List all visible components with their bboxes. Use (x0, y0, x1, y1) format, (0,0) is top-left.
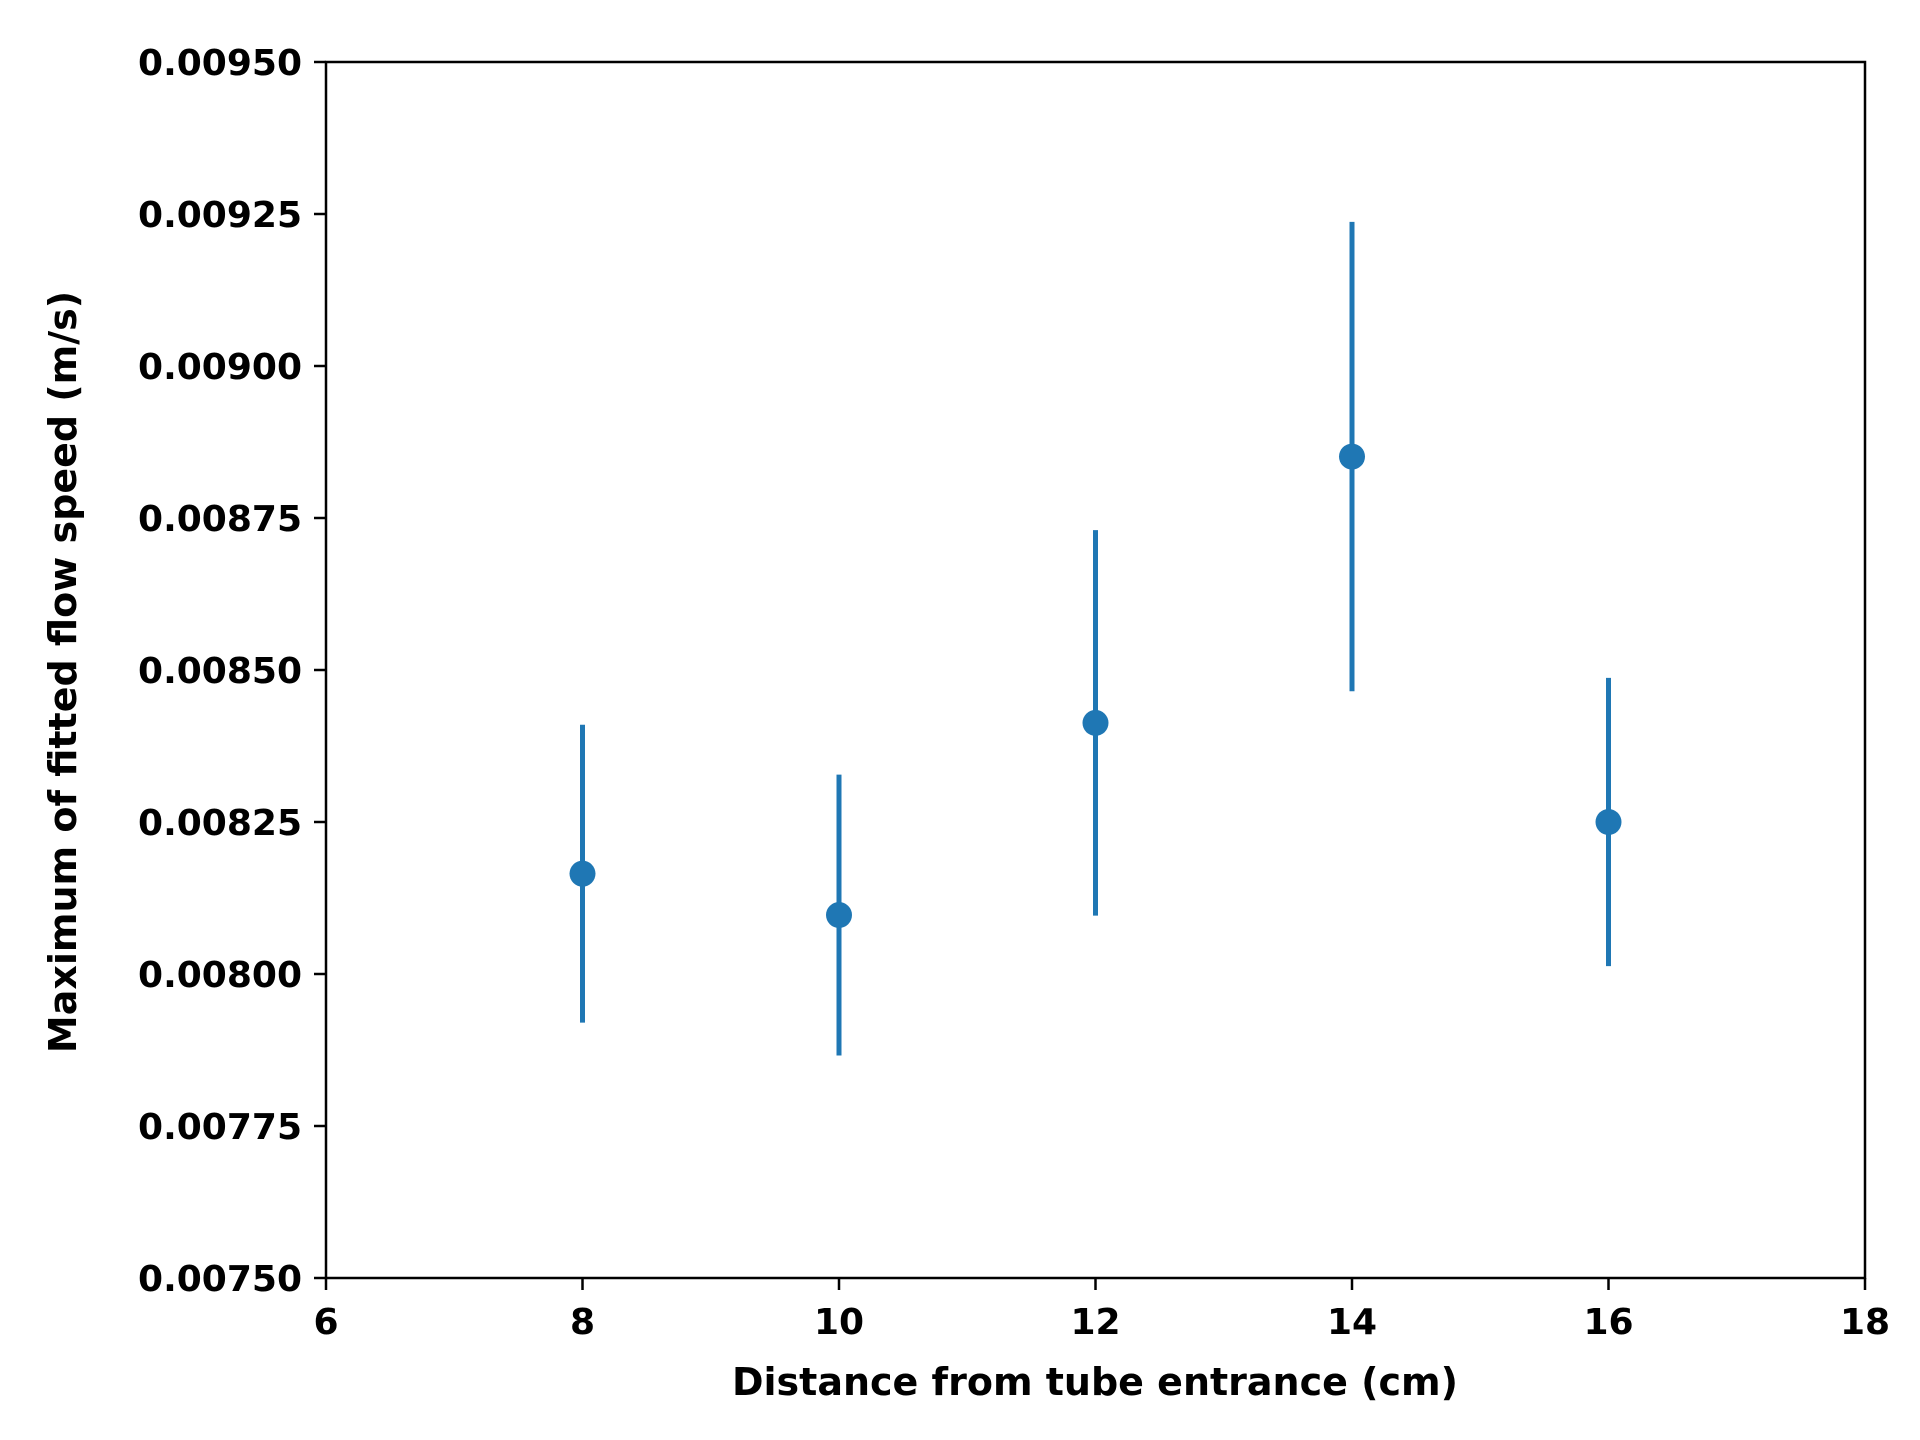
x-axis-label: Distance from tube entrance (cm) (732, 1360, 1458, 1404)
x-tick-label: 12 (1070, 1302, 1120, 1343)
y-tick-label: 0.00800 (138, 955, 302, 996)
y-tick-label: 0.00750 (138, 1259, 302, 1300)
x-tick-label: 8 (570, 1302, 595, 1343)
x-tick-label: 16 (1583, 1302, 1633, 1343)
data-point (1595, 809, 1622, 835)
y-tick-label: 0.00900 (138, 347, 302, 388)
y-axis-label: Maximum of fitted flow speed (m/s) (41, 291, 85, 1053)
data-point (826, 902, 852, 929)
y-tick-label: 0.00775 (138, 1107, 302, 1148)
y-tick-label: 0.00875 (138, 499, 302, 540)
y-tick-label: 0.00825 (138, 803, 302, 844)
plot-area (569, 221, 1622, 1056)
y-tick-label: 0.00925 (138, 195, 302, 236)
y-tick-label: 0.00950 (138, 43, 302, 84)
x-tick-label: 10 (814, 1302, 864, 1343)
data-point (569, 860, 596, 887)
axes: 6 8 10 12 14 16 18 0.00750 0.00775 0.00800 0.00825… (138, 43, 1890, 1343)
data-point (1339, 443, 1365, 470)
y-tick-label: 0.00850 (138, 651, 302, 692)
x-tick-label: 18 (1840, 1302, 1890, 1343)
x-tick-label: 6 (313, 1302, 338, 1343)
data-point (1082, 709, 1109, 736)
x-tick-label: 14 (1327, 1302, 1377, 1343)
